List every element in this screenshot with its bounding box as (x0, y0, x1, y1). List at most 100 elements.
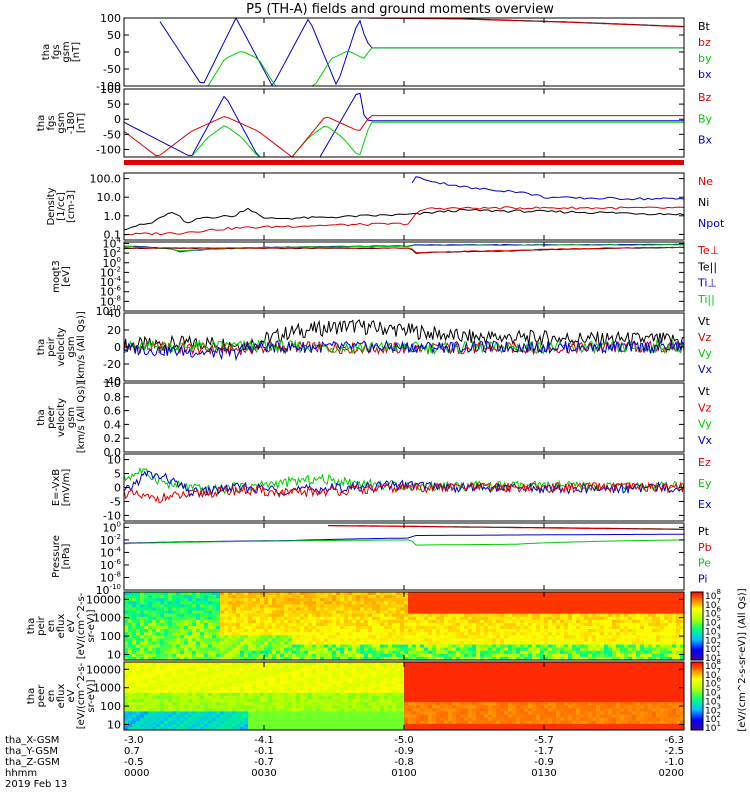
panel-ylabel: E=-VxB[mV/m] (51, 469, 72, 507)
colorbar-label: [eV/(cm^2-s-sr-eV)] (All Qs)] (737, 588, 748, 731)
y-tick-label: 0.6 (104, 405, 122, 418)
y-tick-label: 5 (114, 468, 121, 481)
legend-Vz: Vz (698, 401, 712, 414)
footer-value: 0130 (531, 768, 556, 779)
legend-Vz: Vz (698, 331, 712, 344)
panel-ylabel: thafgsgsm[nT] (41, 41, 82, 62)
y-tick-label: 0.8 (104, 391, 122, 404)
y-tick-label: -50 (103, 128, 121, 141)
footer-value: -1.0 (664, 757, 684, 768)
series-Pe-line (123, 539, 685, 546)
series-Ez-line (123, 481, 685, 504)
footer-value: 0.7 (124, 746, 140, 757)
footer-value: 0000 (124, 768, 149, 779)
y-tick-label: 1.0 (104, 377, 122, 390)
series-Ne-line (123, 206, 685, 236)
y-tick-label: 10000 (86, 593, 121, 606)
panel-7: 10010-210-410-610-810-10Pressure[nPa]PtP… (51, 520, 712, 597)
y-tick-label: 1000 (93, 612, 121, 625)
footer-value: -4.1 (254, 735, 274, 746)
y-tick-label: 50 (107, 29, 121, 42)
legend-Pe: Pe (698, 557, 711, 570)
panel-ylabel: Pressure[nPa] (51, 535, 72, 578)
y-tick-label: 0 (114, 46, 121, 59)
separator-bar (124, 160, 684, 165)
y-tick-label: 0 (114, 341, 121, 354)
y-tick-label: 40 (107, 307, 121, 320)
panel-1: 100 50 0 -50 -100 thafgsgsm-180[nT] Bz By Bx (36, 83, 713, 158)
y-tick-label: 10 (107, 648, 121, 661)
y-tick-label: 102 (103, 246, 121, 260)
panel-ylabel: thafgsgsm-180[nT] (36, 112, 87, 135)
y-tick-label: 0.1 (104, 228, 122, 241)
y-tick-label: 1.0 (104, 210, 122, 223)
y-tick-label: -40 (103, 375, 121, 388)
footer-value: -5.7 (534, 735, 554, 746)
y-tick-label: 0 (114, 113, 121, 126)
footer-value: -0.8 (394, 757, 414, 768)
panel-ylabel: thapeerenefluxeV[eV/(cm^2-s-sr-eV)] (26, 662, 97, 729)
colorbar (690, 661, 704, 731)
y-tick-label: 0.2 (104, 432, 122, 445)
y-tick-label: 100 (100, 630, 121, 643)
panel-ylabel: thapeirvelocitygsm[km/s (All Qs)] (36, 311, 87, 383)
footer-value: -3.0 (124, 735, 144, 746)
series-Pb-line (328, 525, 684, 530)
panel-ylabel: thapeirenefluxeV[eV/(cm^2-s-sr-eV)] (26, 592, 97, 659)
footer-value: 0200 (659, 768, 684, 779)
footer-row-label: 2019 Feb 13 (5, 779, 67, 790)
footer-value: -1.7 (534, 746, 554, 757)
panel-5: 1.00.80.60.40.20.0 thapeervelocitygsm[km/… (36, 377, 713, 459)
panel-ylabel: thapeervelocitygsm[km/s (All Qs)] (36, 382, 87, 454)
series-Ni-line (123, 207, 685, 231)
legend-Pt: Pt (698, 525, 710, 538)
footer-value: -6.3 (664, 735, 684, 746)
colorbars: 1081071061051041031021011081071061051041… (690, 588, 748, 734)
series-Bx-line (123, 92, 684, 158)
legend-Ex: Ex (698, 498, 712, 511)
footer-value: 0100 (391, 768, 416, 779)
legend-Te⊥: Te⊥ (697, 244, 719, 257)
y-tick-label: 100.0 (90, 173, 122, 186)
panel-frame (123, 382, 685, 453)
legend-Bz: Bz (698, 91, 712, 104)
footer-value: -0.1 (254, 746, 274, 757)
y-tick-label: 100 (103, 520, 121, 534)
legend-Vy: Vy (698, 347, 712, 360)
legend-Ni: Ni (698, 196, 709, 209)
series-Npot-line (411, 176, 685, 201)
y-tick-label: 100 (103, 256, 121, 270)
y-tick-label: -10 (103, 509, 121, 522)
panels: 100500-50-100thafgsgsm[nT]Btbzbybx100500… (26, 12, 725, 731)
y-tick-label: -100 (96, 80, 121, 93)
series-By-line (191, 121, 684, 158)
panel-frame (123, 241, 685, 312)
y-tick-label: 20 (107, 324, 121, 337)
heatmap-cells (124, 662, 685, 731)
colorbar (690, 591, 704, 661)
series-Te⊥-line (123, 246, 685, 254)
panel-ylabel: moqt3[eV] (51, 260, 72, 293)
plot-title: P5 (TH-A) fields and ground moments over… (246, 2, 554, 17)
legend-Te||: Te|| (697, 260, 717, 273)
footer-value: -5.0 (394, 735, 414, 746)
y-tick-label: 0.4 (104, 418, 122, 431)
legend-Bx: Bx (698, 134, 713, 147)
y-tick-label: 0.0 (104, 446, 122, 459)
y-tick-label: 1000 (93, 682, 121, 695)
legend-Vx: Vx (698, 363, 713, 376)
footer-value: -0.9 (534, 757, 554, 768)
y-tick-label: 10.0 (97, 191, 122, 204)
legend-Ne: Ne (698, 175, 713, 188)
footer-row-label: hhmm (5, 768, 37, 779)
legend-Pi: Pi (698, 572, 707, 585)
y-tick-label: 10 (107, 454, 121, 467)
footer-row-label: tha_X-GSM (5, 735, 59, 746)
y-tick-label: -20 (103, 358, 121, 371)
y-tick-label: 10 (107, 718, 121, 731)
y-tick-label: 0 (114, 482, 121, 495)
y-tick-label: -50 (103, 63, 121, 76)
panel-9: 10000 1000 100 10 thapeerenefluxeV[eV/(cm^2-… (26, 661, 685, 731)
